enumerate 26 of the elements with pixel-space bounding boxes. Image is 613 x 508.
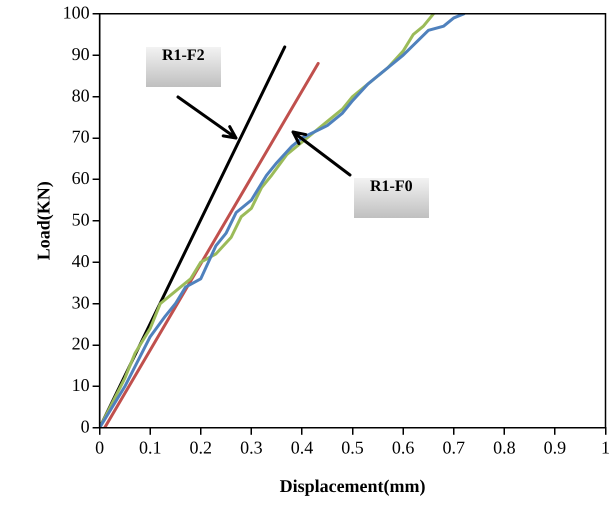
y-tick-label: 80 [72,85,90,106]
annotation: R1-F2 [146,47,221,87]
x-tick-label: 0.4 [290,437,314,458]
y-tick-label: 100 [62,2,90,23]
x-tick-label: 0.2 [190,437,212,458]
y-tick-label: 0 [80,416,90,437]
y-tick-label: 90 [72,44,90,64]
y-tick-label: 50 [72,210,90,230]
y-axis-title: Load(KN) [33,181,54,260]
y-tick-label: 30 [72,292,90,312]
y-tick-label: 70 [72,126,90,147]
x-tick-label: 0.1 [138,437,162,458]
y-tick-label: 20 [72,334,90,354]
x-tick-label: 0.6 [392,437,414,458]
x-tick-label: 0.3 [240,437,263,458]
x-axis-title: Displacement(mm) [280,476,426,496]
x-tick-label: 0.9 [544,437,566,458]
y-tick-label: 60 [72,168,90,188]
y-tick-label: 10 [72,375,90,396]
x-tick-label: 1 [601,437,610,458]
x-tick-label: 0.5 [341,437,364,458]
y-tick-label: 40 [72,250,90,271]
x-tick-label: 0.7 [442,437,465,458]
x-tick-label: 0.8 [493,437,516,458]
annotation: R1-F0 [354,178,429,218]
x-tick-label: 0 [95,437,104,458]
